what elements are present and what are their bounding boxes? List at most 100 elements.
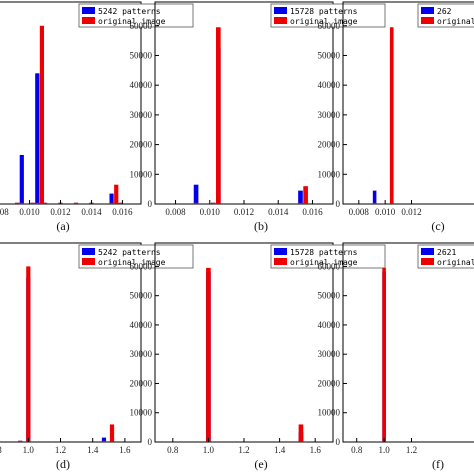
x-tick-label: 1.2 [406,445,417,455]
original-bar [35,202,40,204]
plot-frame [0,242,142,443]
original-bar [298,424,304,442]
original-bar [15,202,20,204]
panel-c: 0 10000 20000 30000 40000 50000 60000 0.008 0.01… [318,1,474,233]
y-tick-label: 60000 [130,21,153,31]
y-tick-label: 50000 [130,291,153,301]
x-tick-label: 0.010 [375,207,396,217]
legend-swatch [82,7,95,14]
pattern-bar [35,73,40,204]
legend-entry: original image [290,258,358,267]
x-tick-label: 1.0 [23,445,35,455]
plot-frame [154,242,334,443]
y-tick-label: 40000 [130,320,153,330]
original-bar [26,266,31,442]
x-tick-label: 0.012 [234,207,254,217]
x-tick-label: 0.016 [112,207,133,217]
panel-label: (c) [431,219,444,233]
legend-swatch [421,17,434,24]
legend-entry: 5242 patterns [98,248,161,257]
x-tick-label: 0.014 [81,207,102,217]
x-tick-label: 1.4 [87,445,99,455]
legend-swatch [421,248,434,255]
legend-entry: original image [98,258,166,267]
original-bar [109,202,114,204]
y-tick-label: 50000 [318,50,341,60]
panel-label: (f) [432,457,444,471]
y-tick-label: 60000 [130,261,153,271]
panel-b: 0 10000 20000 30000 40000 50000 60000 0.008 0.01… [130,1,386,233]
original-bar [206,267,211,442]
original-bar [30,202,35,204]
legend-entry: original image [437,17,474,26]
panel-label: (d) [56,457,70,471]
panel-label: (e) [254,457,267,471]
legend-swatch [274,7,287,14]
legend-swatch [421,258,434,265]
plot-frame [342,242,474,443]
pattern-bar [109,193,114,204]
x-tick-label: 1.4 [274,445,286,455]
x-tick-label: 0.008 [165,207,186,217]
legend-swatch [421,7,434,14]
original-bar [216,27,221,204]
plot-frame [154,1,334,205]
y-tick-label: 50000 [318,291,341,301]
original-bar [372,202,377,204]
x-tick-label: 0.012 [401,207,421,217]
y-tick-label: 50000 [130,50,153,60]
y-tick-label: 10000 [318,169,341,179]
legend-swatch [274,248,287,255]
legend-entry: 2621 [437,248,456,257]
original-bar [19,202,24,204]
original-bar [193,202,199,204]
y-tick-label: 0 [336,437,341,447]
original-bar [389,27,394,204]
x-tick-label: 1.0 [378,445,390,455]
y-tick-label: 0 [148,199,153,209]
pattern-bar [101,437,107,442]
y-tick-label: 40000 [318,80,341,90]
panel-e: 0 10000 20000 30000 40000 50000 60000 0.8 1.0 1.2… [130,242,386,471]
y-tick-label: 40000 [318,320,341,330]
legend-swatch [274,17,287,24]
y-tick-label: 0 [336,199,341,209]
x-tick-label: 0.008 [349,207,370,217]
original-bar [101,440,107,442]
y-tick-label: 60000 [318,261,341,271]
pattern-bar [298,190,303,204]
original-bar [109,424,115,442]
y-tick-label: 30000 [318,349,341,359]
panel-label: (a) [56,219,69,233]
x-tick-label: 0.012 [50,207,70,217]
y-tick-label: 30000 [318,110,341,120]
panel-f: 0 10000 20000 30000 40000 50000 60000 0.8 1.0 1.2… [318,242,474,471]
y-tick-label: 30000 [130,349,153,359]
original-bar [298,202,303,204]
y-tick-label: 20000 [130,378,153,388]
x-tick-label: 1.6 [119,445,131,455]
y-tick-label: 20000 [318,140,341,150]
x-tick-label: 0.008 [0,207,9,217]
y-tick-label: 40000 [130,80,153,90]
legend-entry: original image [290,17,358,26]
legend-entry: original image [437,258,474,267]
x-tick-label: 1.2 [238,445,249,455]
y-tick-label: 20000 [318,378,341,388]
x-tick-label: 0.010 [200,207,221,217]
legend-swatch [82,248,95,255]
plot-frame [342,1,474,205]
original-bar [382,267,386,442]
legend-entry: 5242 patterns [98,7,161,16]
original-bar [210,202,216,204]
x-tick-label: 1.0 [203,445,215,455]
original-bar [118,202,123,204]
legend-box [270,244,386,269]
x-tick-label: 1.6 [310,445,322,455]
x-tick-label: 1.2 [55,445,66,455]
x-tick-label: 0.014 [268,207,289,217]
y-tick-label: 60000 [318,21,341,31]
y-tick-label: 10000 [318,408,341,418]
pattern-bar [19,154,24,204]
